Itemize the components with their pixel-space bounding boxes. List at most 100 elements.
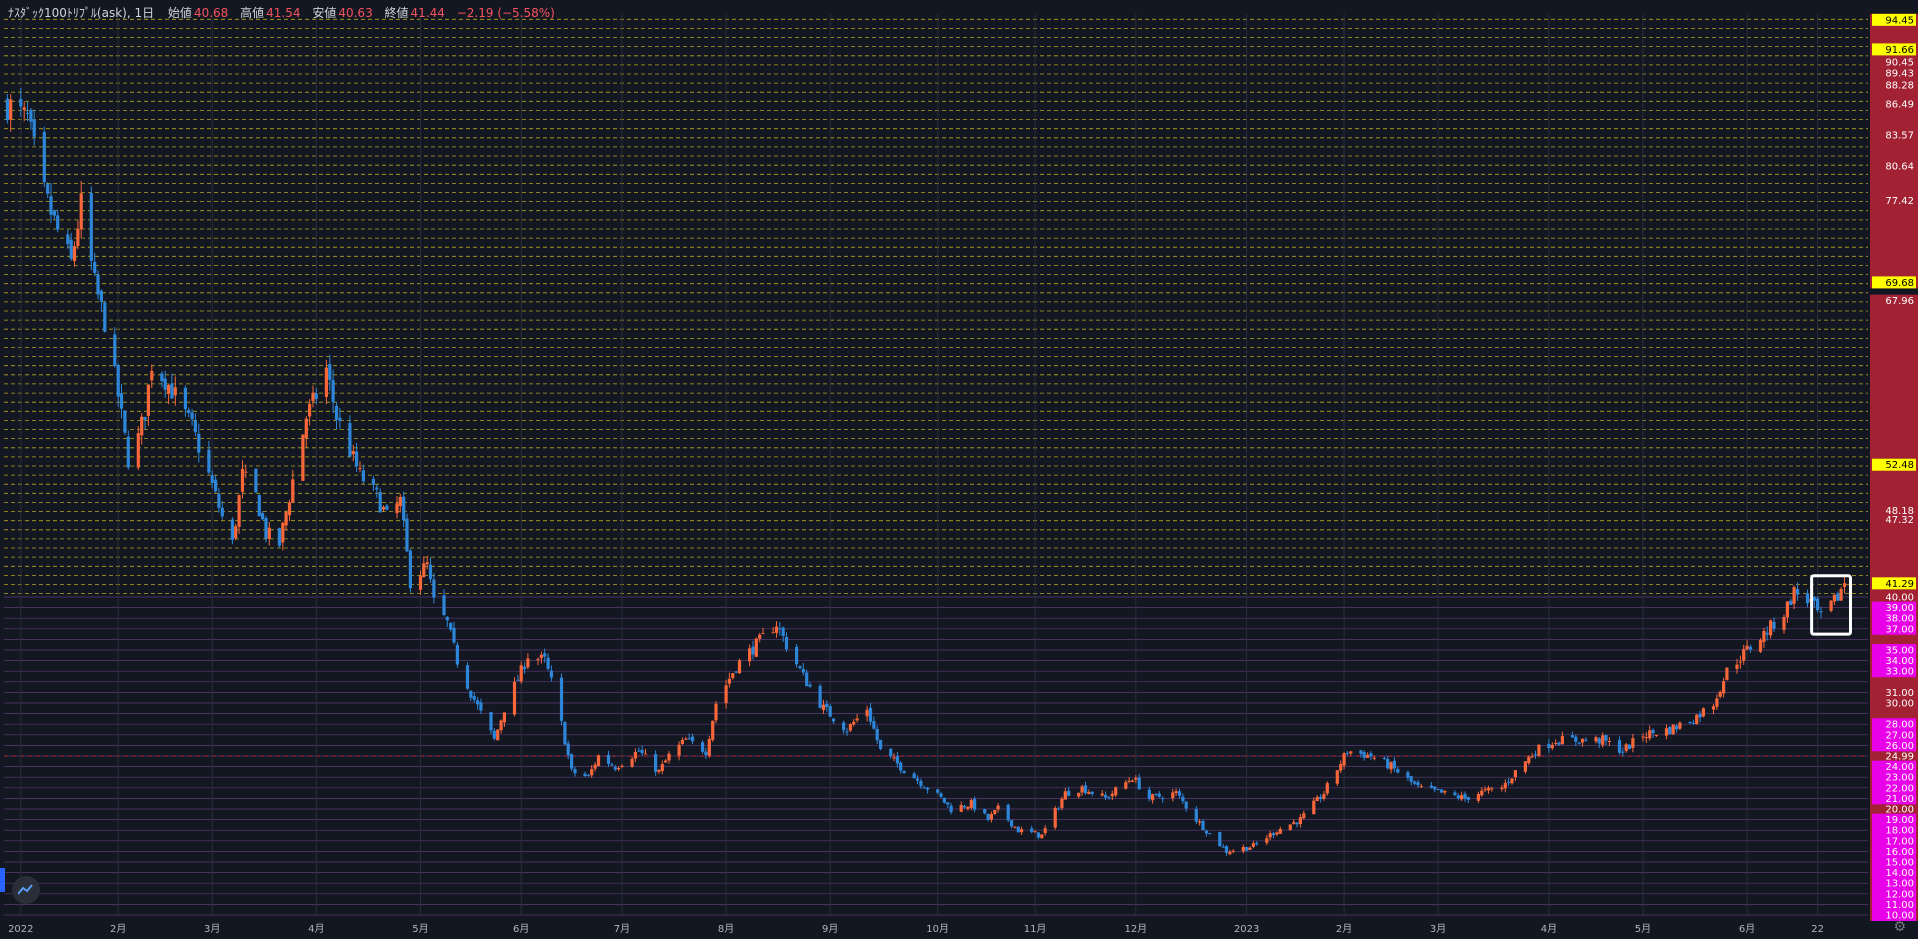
candle-body: [123, 410, 127, 433]
candle-body: [606, 754, 611, 764]
x-tick-label: 8月: [718, 923, 734, 935]
candle-body: [103, 302, 107, 332]
candle-body: [56, 215, 60, 230]
candle-body: [1745, 645, 1749, 650]
candle-body: [895, 756, 899, 764]
candle-body: [1295, 822, 1299, 825]
candle-body: [291, 479, 295, 503]
candle-body: [1319, 797, 1323, 799]
price-label-bg: [1872, 665, 1916, 678]
price-label: 22.00: [1885, 783, 1914, 794]
candle-body: [32, 119, 36, 137]
drawing-tools-tab[interactable]: [0, 868, 5, 892]
candle-body: [748, 648, 752, 662]
candle-body: [731, 673, 735, 678]
candle-body: [1127, 780, 1131, 782]
candle-body: [187, 409, 191, 413]
candle-body: [657, 770, 661, 772]
candle-body: [936, 789, 940, 793]
candle-body: [442, 595, 446, 615]
candle-body: [842, 722, 846, 731]
candle-body: [1580, 738, 1585, 743]
candle-body: [1124, 782, 1128, 789]
candle-body: [808, 684, 812, 687]
candle-body: [781, 627, 785, 637]
candle-body: [1762, 631, 1766, 643]
candle-body: [1036, 832, 1040, 838]
candle-body: [76, 228, 80, 246]
price-label: 17.00: [1885, 836, 1914, 847]
candle-body: [1668, 727, 1672, 734]
candle-body: [1083, 785, 1088, 794]
candle-body: [825, 703, 829, 708]
candle-body: [1601, 735, 1605, 745]
candle-body: [610, 764, 614, 766]
candle-body: [499, 720, 503, 731]
candle-body: [1832, 594, 1836, 602]
price-label: 94.45: [1885, 15, 1914, 26]
candle-body: [472, 696, 476, 700]
symbol-title[interactable]: ﾅｽﾀﾞｯｸ100ﾄﾘﾌﾟﾙ(ask), 1日: [8, 6, 155, 20]
price-label: 12.00: [1885, 889, 1914, 900]
candle-body: [308, 403, 312, 417]
candle-body: [872, 721, 876, 729]
candle-body: [1325, 783, 1329, 794]
candle-body: [207, 449, 211, 473]
candle-body: [1654, 735, 1658, 736]
candle-body: [1439, 789, 1444, 793]
candle-body: [1433, 786, 1437, 790]
price-label: 21.00: [1885, 794, 1914, 805]
candle-body: [993, 810, 997, 814]
candle-body: [989, 814, 993, 820]
candle-body: [1463, 793, 1467, 799]
gear-icon[interactable]: ⚙: [1893, 919, 1906, 935]
x-tick-label: 2022: [8, 924, 33, 935]
candle-body: [113, 334, 117, 366]
candle-body: [264, 518, 268, 539]
candle-body: [1711, 706, 1716, 710]
candle-body: [217, 493, 221, 508]
candle-body: [543, 653, 547, 657]
price-label-bg: [1872, 760, 1916, 773]
candle-body: [398, 497, 402, 506]
candle-body: [432, 579, 436, 598]
candle-body: [22, 107, 26, 110]
candle-body: [1557, 742, 1561, 745]
y-axis-band: [1870, 13, 1918, 289]
candle-body: [1718, 692, 1722, 697]
price-label: 52.48: [1885, 460, 1914, 471]
candle-body: [277, 528, 281, 546]
price-label: 27.00: [1885, 730, 1914, 741]
candle-body: [136, 433, 140, 468]
candle-body: [828, 706, 832, 717]
candle-body: [1161, 798, 1165, 800]
candle-body: [1507, 781, 1511, 783]
candle-body: [1130, 780, 1135, 782]
candle-body: [1302, 813, 1306, 819]
candle-body: [1651, 729, 1655, 734]
price-label-bg: [1872, 13, 1916, 26]
x-tick-label: 4月: [1541, 923, 1557, 935]
candle-body: [220, 507, 224, 517]
candle-body: [1087, 792, 1091, 794]
change-value: −2.19 (−5.58%): [456, 6, 555, 20]
candle-body: [821, 704, 826, 710]
price-label: 69.68: [1885, 278, 1914, 289]
candle-body: [983, 809, 987, 814]
candle-body: [1523, 761, 1527, 772]
candle-body: [919, 780, 923, 787]
tradingview-logo-icon[interactable]: [12, 876, 40, 904]
candle-body: [1147, 789, 1151, 799]
candle-body: [1218, 832, 1222, 847]
price-label-bg: [1872, 792, 1916, 805]
price-label-bg: [1872, 718, 1916, 731]
price-label: 39.00: [1885, 603, 1914, 614]
price-label-bg: [1872, 622, 1916, 635]
candle-body: [754, 638, 758, 657]
candle-body: [1621, 751, 1625, 753]
candle-body: [711, 720, 715, 740]
price-label: 16.00: [1885, 847, 1914, 858]
candle-body: [1664, 728, 1669, 736]
candle-body: [1533, 754, 1538, 756]
